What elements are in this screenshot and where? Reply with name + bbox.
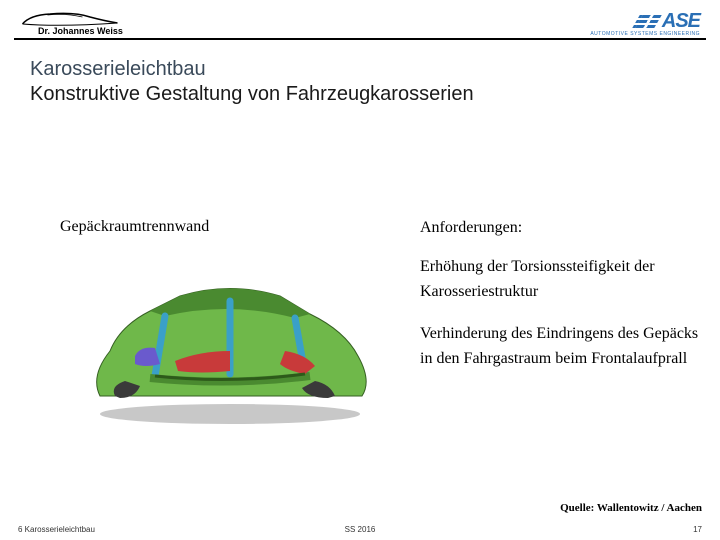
requirement-2: Verhinderung des Eindringens des Gepäcks… (420, 322, 700, 372)
author-name: Dr. Johannes Weiss (38, 26, 123, 36)
slide-footer: 6 Karosserieleichtbau SS 2016 17 (0, 518, 720, 540)
content-area: Gepäckraumtrennwand Anforderungen: Erhöh… (0, 106, 720, 466)
brand-bars-icon (632, 15, 662, 28)
figure-label: Gepäckraumtrennwand (60, 218, 209, 236)
main-title: Konstruktive Gestaltung von Fahrzeugkaro… (30, 83, 720, 106)
source-citation: Quelle: Wallentowitz / Aachen (560, 502, 702, 514)
brand-tagline: AUTOMOTIVE SYSTEMS ENGINEERING (590, 31, 700, 37)
brand-text: ASE (662, 10, 700, 33)
header-divider (14, 38, 706, 40)
author-logo: Dr. Johannes Weiss (20, 10, 123, 36)
shadow-icon (100, 404, 360, 424)
requirements-heading: Anforderungen: (420, 216, 700, 241)
page-number: 17 (693, 525, 702, 534)
brand-logo: ASE AUTOMOTIVE SYSTEMS ENGINEERING (590, 10, 700, 37)
title-block: Karosserieleichtbau Konstruktive Gestalt… (0, 40, 720, 106)
subtitle: Karosserieleichtbau (30, 58, 720, 81)
footer-chapter: 6 Karosserieleichtbau (18, 525, 95, 534)
footer-term: SS 2016 (345, 525, 376, 534)
brand-mark: ASE (636, 10, 700, 33)
car-body-figure (80, 256, 380, 426)
slide-header: Dr. Johannes Weiss ASE AUTOMOTIVE SYSTEM… (0, 0, 720, 40)
requirement-1: Erhöhung der Torsionssteifigkeit der Kar… (420, 255, 700, 305)
requirements-block: Anforderungen: Erhöhung der Torsionsstei… (420, 216, 700, 390)
